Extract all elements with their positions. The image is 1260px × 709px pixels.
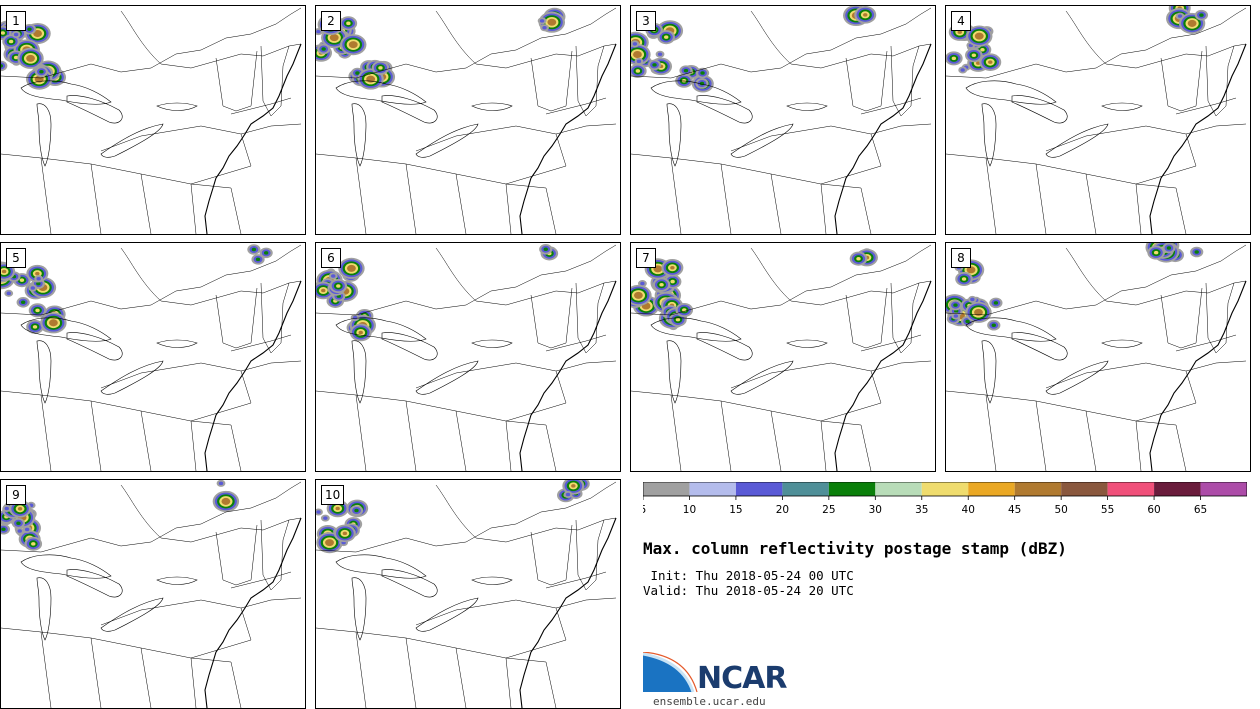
colorbar-frame [643,482,1247,497]
website-url: ensemble.ucar.edu [653,695,766,708]
member-label: 2 [321,11,341,31]
ensemble-member-panel-1: 1 [0,5,306,235]
member-label: 4 [951,11,971,31]
colorbar-segment [1107,482,1155,496]
init-time: Init: Thu 2018-05-24 00 UTC [643,568,854,583]
member-label: 1 [6,11,26,31]
colorbar-tick-label: 30 [869,504,882,516]
map-svg [946,6,1247,234]
colorbar-tick-label: 45 [1008,504,1021,516]
map-svg [1,480,302,708]
ensemble-member-panel-6: 6 [315,242,621,472]
member-label: 8 [951,248,971,268]
valid-time: Valid: Thu 2018-05-24 20 UTC [643,583,854,598]
colorbar-tick-label: 55 [1101,504,1114,516]
colorbar-segment [643,482,690,496]
colorbar-tick-label: 20 [776,504,789,516]
colorbar-tick-label: 40 [962,504,975,516]
reflectivity-colorbar: 5 10 15 20 25 30 35 40 45 50 55 60 65 [643,482,1247,516]
colorbar-segment [828,482,876,496]
colorbar-segment [1154,482,1201,496]
colorbar-tick-label: 65 [1194,504,1207,516]
member-label: 10 [321,485,345,505]
map-svg [1,244,302,471]
member-label: 7 [636,248,656,268]
colorbar-segment [921,482,969,496]
map-svg [316,7,617,234]
colorbar-segment [1200,482,1247,496]
colorbar-segment [1061,482,1108,496]
ensemble-member-panel-8: 8 [945,242,1251,472]
map-svg [316,244,617,471]
member-label: 9 [6,485,26,505]
ensemble-member-panel-9: 9 [0,479,306,709]
colorbar-segment [735,482,783,496]
map-svg [631,6,932,234]
member-label: 3 [636,11,656,31]
ensemble-member-panel-5: 5 [0,242,306,472]
colorbar-tick-label: 35 [915,504,928,516]
ensemble-member-panel-2: 2 [315,5,621,235]
figure-title: Max. column reflectivity postage stamp (… [643,539,1067,558]
member-label: 5 [6,248,26,268]
ensemble-member-panel-7: 7 [630,242,936,472]
ncar-logo-icon [643,652,698,693]
ensemble-member-panel-3: 3 [630,5,936,235]
map-svg [946,243,1247,471]
colorbar-tick-label: 25 [822,504,835,516]
colorbar-tick-label: 10 [683,504,696,516]
ensemble-member-panel-10: 10 [315,479,621,709]
ensemble-member-panel-4: 4 [945,5,1251,235]
map-svg [1,7,302,234]
colorbar-tick-label: 5 [643,504,646,516]
colorbar-tick-label: 60 [1147,504,1160,516]
colorbar-tick-label: 50 [1054,504,1067,516]
map-svg [316,480,617,708]
colorbar-segment [782,482,829,496]
ncar-logo-text: NCAR [697,661,787,696]
map-svg [631,244,932,471]
colorbar-segment [1014,482,1062,496]
colorbar-tick-label: 15 [729,504,742,516]
colorbar-segment [689,482,736,496]
colorbar-segment [968,482,1015,496]
member-label: 6 [321,248,341,268]
colorbar-segment [875,482,922,496]
